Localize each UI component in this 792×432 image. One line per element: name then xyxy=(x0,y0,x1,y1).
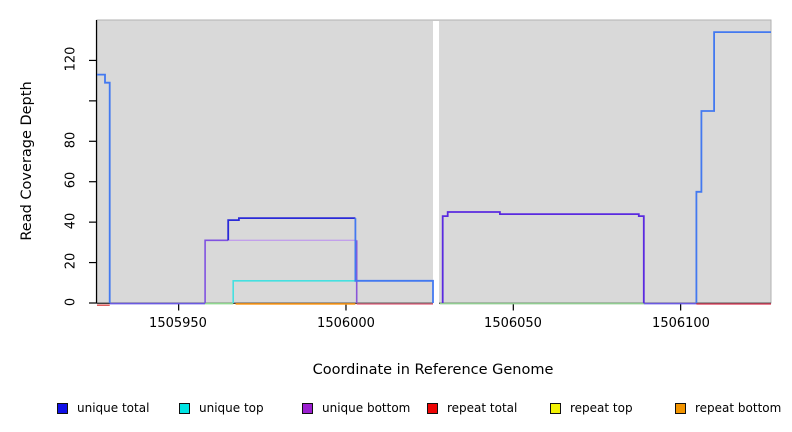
series-unique-bottom-rise xyxy=(204,239,229,303)
x-tick-label: 1506000 xyxy=(317,316,375,331)
x-tick-label: 1506050 xyxy=(484,316,542,331)
legend-item-repeat-bottom: repeat bottom xyxy=(675,400,781,416)
legend-label: unique top xyxy=(199,401,264,415)
series-unique-total-plateau-42 xyxy=(227,217,356,241)
legend-label: repeat bottom xyxy=(695,401,782,415)
legend-label: repeat top xyxy=(570,401,633,415)
y-tick-label: 60 xyxy=(63,171,79,189)
legend-label: unique total xyxy=(77,401,150,415)
y-tick-label: 20 xyxy=(63,252,79,270)
legend-swatch-unique-bottom xyxy=(302,402,313,414)
legend-label: repeat total xyxy=(447,401,518,415)
legend-item-unique-top: unique top xyxy=(179,400,264,416)
legend-swatch-repeat-bottom xyxy=(675,402,686,414)
series-unique-total-step-11 xyxy=(354,218,434,303)
x-tick-label: 1506100 xyxy=(652,316,710,331)
x-axis-title: Coordinate in Reference Genome xyxy=(312,362,554,378)
legend-swatch-unique-total xyxy=(57,402,68,414)
legend-swatch-repeat-top xyxy=(550,402,561,414)
y-tick-label: 80 xyxy=(63,131,79,149)
legend-label: unique bottom xyxy=(322,401,411,415)
series-right-unique-total-steps xyxy=(695,31,771,303)
legend-item-unique-total: unique total xyxy=(57,400,149,416)
legend-swatch-repeat-total xyxy=(427,402,438,414)
legend-item-repeat-total: repeat total xyxy=(427,400,517,416)
y-tick-label: 0 xyxy=(63,297,79,307)
legend-item-repeat-top: repeat top xyxy=(550,400,633,416)
legend-swatch-unique-top xyxy=(179,402,190,414)
y-tick-label: 120 xyxy=(63,46,79,72)
y-axis-title: Read Coverage Depth xyxy=(19,81,35,241)
series-unique-top-plateau xyxy=(232,279,356,303)
series-unique-total-left-peak xyxy=(97,73,111,303)
legend-item-unique-bottom: unique bottom xyxy=(302,400,410,416)
coverage-gap-band xyxy=(432,21,440,307)
y-tick-label: 40 xyxy=(63,212,79,230)
series-right-unique-plateau-44 xyxy=(441,211,645,303)
x-tick-label: 1505950 xyxy=(149,316,207,331)
